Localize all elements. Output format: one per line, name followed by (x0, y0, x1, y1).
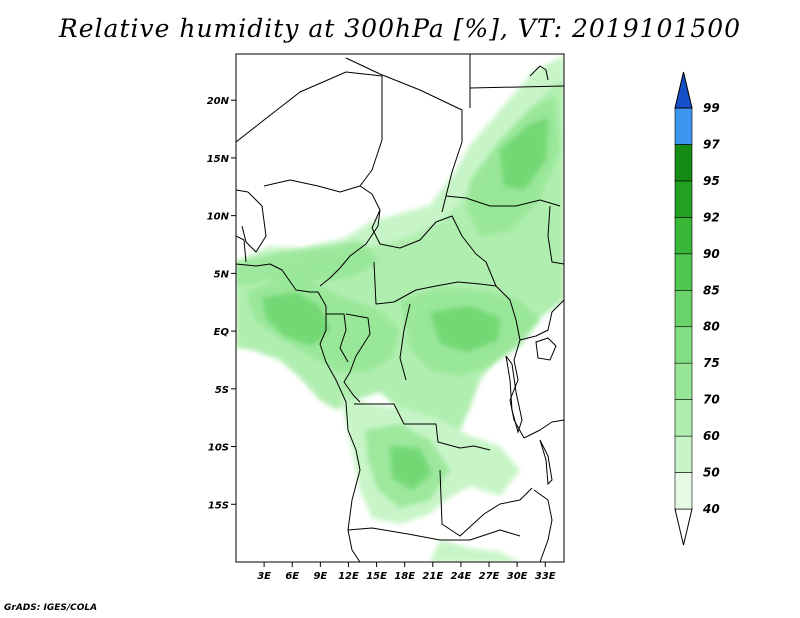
colorbar: 40 50 60 70 75 80 85 90 92 95 97 99 (674, 71, 720, 546)
border-uganda-kenya (519, 299, 564, 341)
border-libya-egypt (345, 57, 463, 213)
y-tick-label: 5S (215, 385, 229, 396)
grads-credit: GrADS: IGES/COLA (4, 603, 98, 613)
border-angola-south (347, 527, 521, 541)
x-tick-label: 6E (285, 571, 299, 582)
colorbar-swatch (674, 326, 693, 364)
border-ethiopia (547, 205, 564, 265)
x-tick-label: 21E (422, 571, 443, 582)
border-west-small (241, 191, 267, 253)
colorbar-label: 99 (703, 101, 720, 115)
y-tick-label: 10S (208, 443, 229, 454)
colorbar-swatch (674, 217, 693, 255)
lake-victoria (535, 337, 557, 361)
colorbar-label: 40 (702, 502, 720, 516)
colorbar-label: 70 (703, 393, 720, 407)
x-tick-label: 18E (394, 571, 415, 582)
border-car-south (373, 261, 497, 305)
colorbar-label: 80 (703, 320, 720, 334)
humidity-peak-1 (262, 292, 330, 346)
border-north-sahara (236, 71, 383, 187)
colorbar-label: 75 (703, 356, 720, 370)
y-axis-ticks: 20N 15N 10N 5N EQ 5S 10S 15S (207, 96, 236, 511)
coastline-west-africa (236, 263, 361, 562)
colorbar-swatch (674, 362, 693, 400)
map-title: Relative humidity at 300hPa [%], VT: 201… (58, 14, 742, 43)
colorbar-swatch (674, 289, 693, 328)
colorbar-label: 60 (703, 429, 720, 443)
humidity-region-southeast (430, 540, 520, 562)
map-frame (235, 53, 565, 563)
border-congo-gabon (326, 313, 349, 363)
colorbar-swatch (674, 144, 693, 182)
colorbar-label: 50 (703, 466, 720, 480)
x-tick-label: 24E (451, 571, 472, 582)
lakes (505, 337, 557, 486)
colorbar-swatch (674, 107, 693, 145)
colorbar-label: 92 (703, 210, 720, 224)
border-tanzania (523, 419, 564, 439)
border-west-ghana (236, 189, 249, 263)
y-tick-label: 15N (207, 154, 230, 165)
coastline-red-sea (529, 65, 549, 81)
border-drc-west (343, 313, 371, 403)
border-zambia (439, 469, 533, 537)
x-tick-label: 9E (313, 571, 327, 582)
border-sudan-ss (445, 195, 561, 207)
y-tick-label: 10N (207, 212, 230, 223)
border-nigeria-niger (263, 179, 381, 227)
colorbar-under-triangle (674, 508, 693, 546)
border-angola-drc (354, 403, 491, 451)
colorbar-swatch (674, 253, 693, 291)
border-nigeria-cameroon (319, 225, 379, 287)
y-tick-label: EQ (214, 327, 230, 338)
border-mozambique (533, 489, 553, 562)
colorbar-label: 97 (703, 137, 720, 151)
humidity-field (236, 56, 564, 562)
border-chad-car (371, 209, 497, 287)
colorbar-label: 90 (703, 247, 720, 261)
x-tick-label: 33E (535, 571, 556, 582)
colorbar-swatch (674, 472, 693, 510)
x-tick-label: 3E (257, 571, 271, 582)
colorbar-swatch (674, 180, 693, 218)
colorbar-over-triangle (674, 71, 693, 109)
y-tick-label: 15S (208, 500, 229, 511)
x-tick-label: 27E (479, 571, 500, 582)
lake-tanganyika (505, 355, 523, 434)
x-tick-label: 30E (507, 571, 528, 582)
x-tick-label: 12E (338, 571, 359, 582)
humidity-peak-3 (390, 446, 432, 490)
x-tick-label: 15E (366, 571, 387, 582)
y-tick-label: 5N (214, 269, 230, 280)
colorbar-swatch (674, 435, 693, 473)
border-drc-inner (399, 303, 411, 381)
humidity-peak-4 (500, 118, 548, 190)
colorbar-swatch (674, 399, 693, 437)
humidity-core-westband (236, 240, 380, 286)
colorbar-label: 85 (703, 283, 720, 297)
colorbar-label: 95 (703, 174, 720, 188)
humidity-peak-2 (430, 306, 500, 352)
lake-malawi (539, 439, 553, 486)
x-axis-ticks: 3E 6E 9E 12E 15E 18E 21E 24E 27E 30E 33E (257, 562, 556, 582)
y-tick-label: 20N (207, 96, 230, 107)
border-egypt-sudan (469, 85, 564, 89)
country-borders (236, 54, 564, 562)
